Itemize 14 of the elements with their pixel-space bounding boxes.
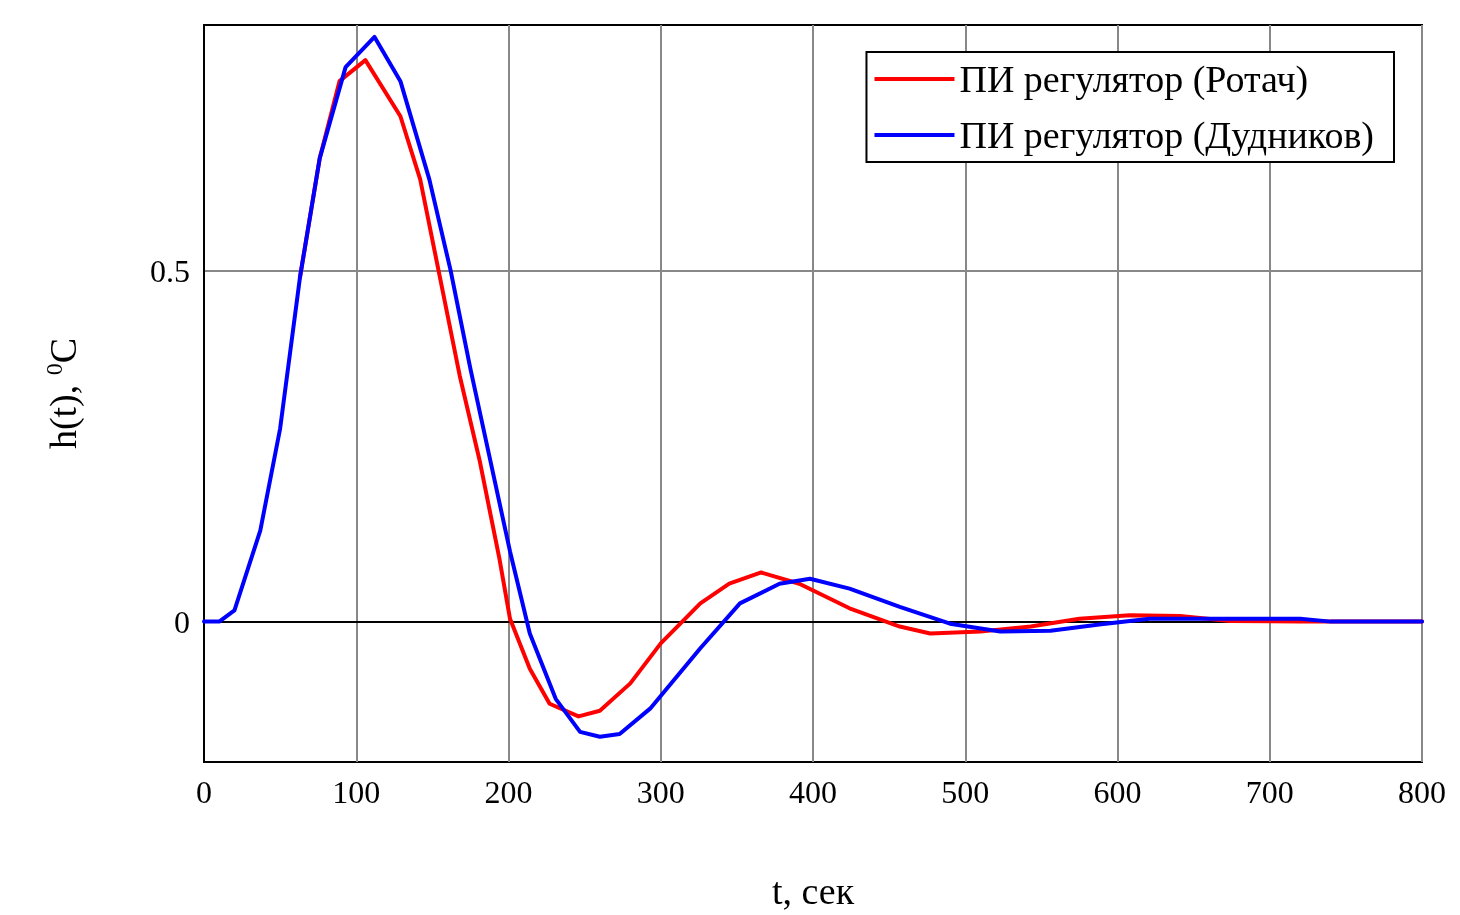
x-tick-label: 300 (636, 774, 685, 810)
x-tick-label: 600 (1093, 774, 1142, 810)
y-axis-title: h(t), 0C (41, 337, 85, 450)
y-tick-label: 0.5 (150, 252, 190, 289)
x-tick-label: 200 (484, 774, 533, 810)
x-tick-label: 700 (1245, 774, 1294, 810)
x-tick-label: 400 (789, 774, 837, 810)
legend-label: ПИ регулятор (Ротач) (959, 58, 1309, 101)
x-tick-label: 0 (196, 774, 212, 810)
x-tick-label: 100 (332, 774, 381, 810)
legend-label: ПИ регулятор (Дудников) (959, 114, 1374, 157)
x-tick-label: 800 (1398, 774, 1446, 810)
x-tick-label: 500 (941, 774, 990, 810)
x-axis-title: t, сек (771, 870, 855, 912)
